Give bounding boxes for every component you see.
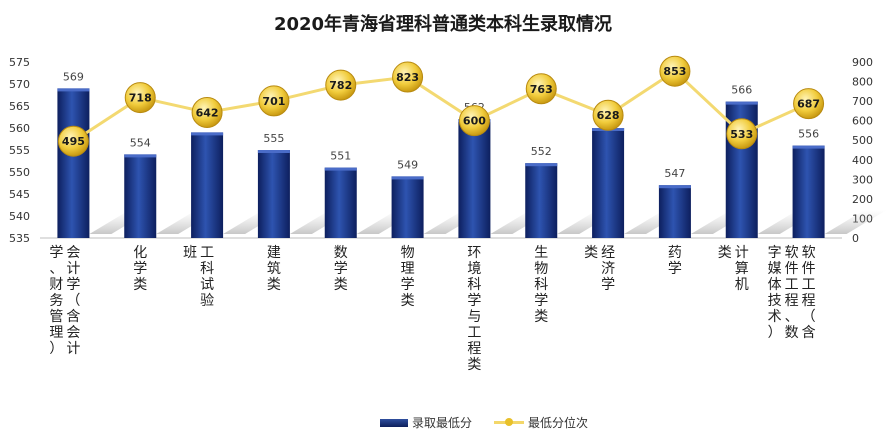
bar-cap xyxy=(658,185,691,189)
bar xyxy=(57,88,90,239)
y-left-tick-label: 545 xyxy=(9,188,30,201)
rank-line xyxy=(72,69,810,143)
y-right-tick-label: 0 xyxy=(852,232,859,245)
bar xyxy=(792,145,825,238)
y-right-tick-label: 300 xyxy=(852,173,873,186)
rank-point xyxy=(258,85,290,117)
y-right-tick-label: 200 xyxy=(852,193,873,206)
bar-value-label: 551 xyxy=(330,150,351,163)
bar xyxy=(458,119,491,238)
bar-value-label: 556 xyxy=(798,128,819,141)
bar xyxy=(257,150,290,238)
bar-shadow xyxy=(824,210,886,234)
bar xyxy=(658,185,691,238)
bar xyxy=(391,176,424,238)
rank-value-label: 782 xyxy=(329,79,352,92)
x-category-label: 数学类 xyxy=(334,245,348,293)
bar xyxy=(592,128,625,238)
bar-value-label: 569 xyxy=(63,70,84,83)
y-right-tick-label: 800 xyxy=(852,76,873,89)
x-category-label: 计算机类 xyxy=(718,245,749,293)
bar-value-label: 555 xyxy=(263,132,284,145)
bar-value-label: 566 xyxy=(731,84,752,97)
rank-value-label: 687 xyxy=(797,98,820,111)
rank-value-label: 823 xyxy=(396,71,419,84)
y-right-tick-label: 400 xyxy=(852,154,873,167)
legend: 录取最低分 最低分位次 xyxy=(380,414,610,431)
rank-point xyxy=(57,125,89,157)
legend-line-swatch xyxy=(494,418,525,426)
y-right-tick-label: 500 xyxy=(852,134,873,147)
bar-cap xyxy=(391,176,424,180)
bar-cap xyxy=(191,132,224,136)
rank-value-label: 533 xyxy=(730,128,753,141)
y-left-tick-label: 540 xyxy=(9,210,30,223)
y-left-tick-label: 570 xyxy=(9,78,30,91)
rank-point xyxy=(191,96,223,128)
x-category-label: 建筑类 xyxy=(267,245,281,293)
rank-point xyxy=(458,105,490,137)
y-left-tick-label: 555 xyxy=(9,144,30,157)
rank-value-label: 701 xyxy=(262,95,285,108)
bar xyxy=(525,163,558,238)
rank-value-label: 853 xyxy=(663,65,686,78)
rank-value-label: 600 xyxy=(463,115,486,128)
y-right-tick-label: 700 xyxy=(852,95,873,108)
bar-cap xyxy=(257,150,290,153)
x-category-label: 工科试验班 xyxy=(183,245,214,309)
rank-point xyxy=(392,61,424,93)
y-left-tick-label: 550 xyxy=(9,166,30,179)
legend-item-bar: 录取最低分 xyxy=(380,414,472,431)
bar-cap xyxy=(525,163,558,167)
rank-point xyxy=(592,99,624,131)
bar-value-label: 549 xyxy=(397,158,418,171)
x-category-label: 药学 xyxy=(668,245,682,277)
x-category-label: 环境科学与工程类 xyxy=(467,245,481,373)
rank-point xyxy=(726,118,758,150)
x-category-label: 经济学类 xyxy=(584,245,615,293)
rank-point xyxy=(124,82,156,114)
y-left-tick-label: 565 xyxy=(9,100,30,113)
rank-value-label: 628 xyxy=(597,109,620,122)
bar-cap xyxy=(57,88,90,92)
legend-item-line: 最低分位次 xyxy=(494,414,588,431)
bar-cap xyxy=(725,101,758,105)
legend-bar-label: 录取最低分 xyxy=(412,416,473,430)
x-category-label: 软件工程（含软件工程、数字媒体技术） xyxy=(768,245,816,341)
bar-cap xyxy=(792,145,825,149)
y-left-tick-label: 575 xyxy=(9,56,30,69)
x-category-label: 物理学类 xyxy=(401,245,415,309)
rank-value-label: 718 xyxy=(129,92,152,105)
bar xyxy=(191,132,224,238)
bar xyxy=(124,154,157,238)
chart-title: 2020年青海省理科普通类本科生录取情况 xyxy=(273,14,613,35)
y-right-tick-label: 600 xyxy=(852,115,873,128)
rank-point xyxy=(525,73,557,105)
y-right-tick-label: 900 xyxy=(852,56,873,69)
rank-point xyxy=(793,88,825,120)
legend-line-label: 最低分位次 xyxy=(528,416,589,430)
bar-cap xyxy=(124,154,157,158)
bar-value-label: 552 xyxy=(531,145,552,158)
bar-value-label: 547 xyxy=(664,167,685,180)
legend-bar-swatch xyxy=(380,418,408,427)
x-category-label: 化学类 xyxy=(133,245,147,293)
bar-cap xyxy=(324,167,357,171)
y-left-tick-label: 535 xyxy=(9,232,30,245)
rank-point xyxy=(325,69,357,101)
y-left-tick-label: 560 xyxy=(9,122,30,135)
x-category-label: 生物科学类 xyxy=(534,245,548,325)
rank-value-label: 495 xyxy=(62,135,85,148)
x-category-label: 会计学（含会计学、财务管理） xyxy=(49,245,80,357)
rank-value-label: 763 xyxy=(530,83,553,96)
rank-value-label: 642 xyxy=(196,106,219,119)
bar xyxy=(324,167,357,238)
rank-point xyxy=(659,55,691,87)
bar-value-label: 554 xyxy=(130,136,151,149)
